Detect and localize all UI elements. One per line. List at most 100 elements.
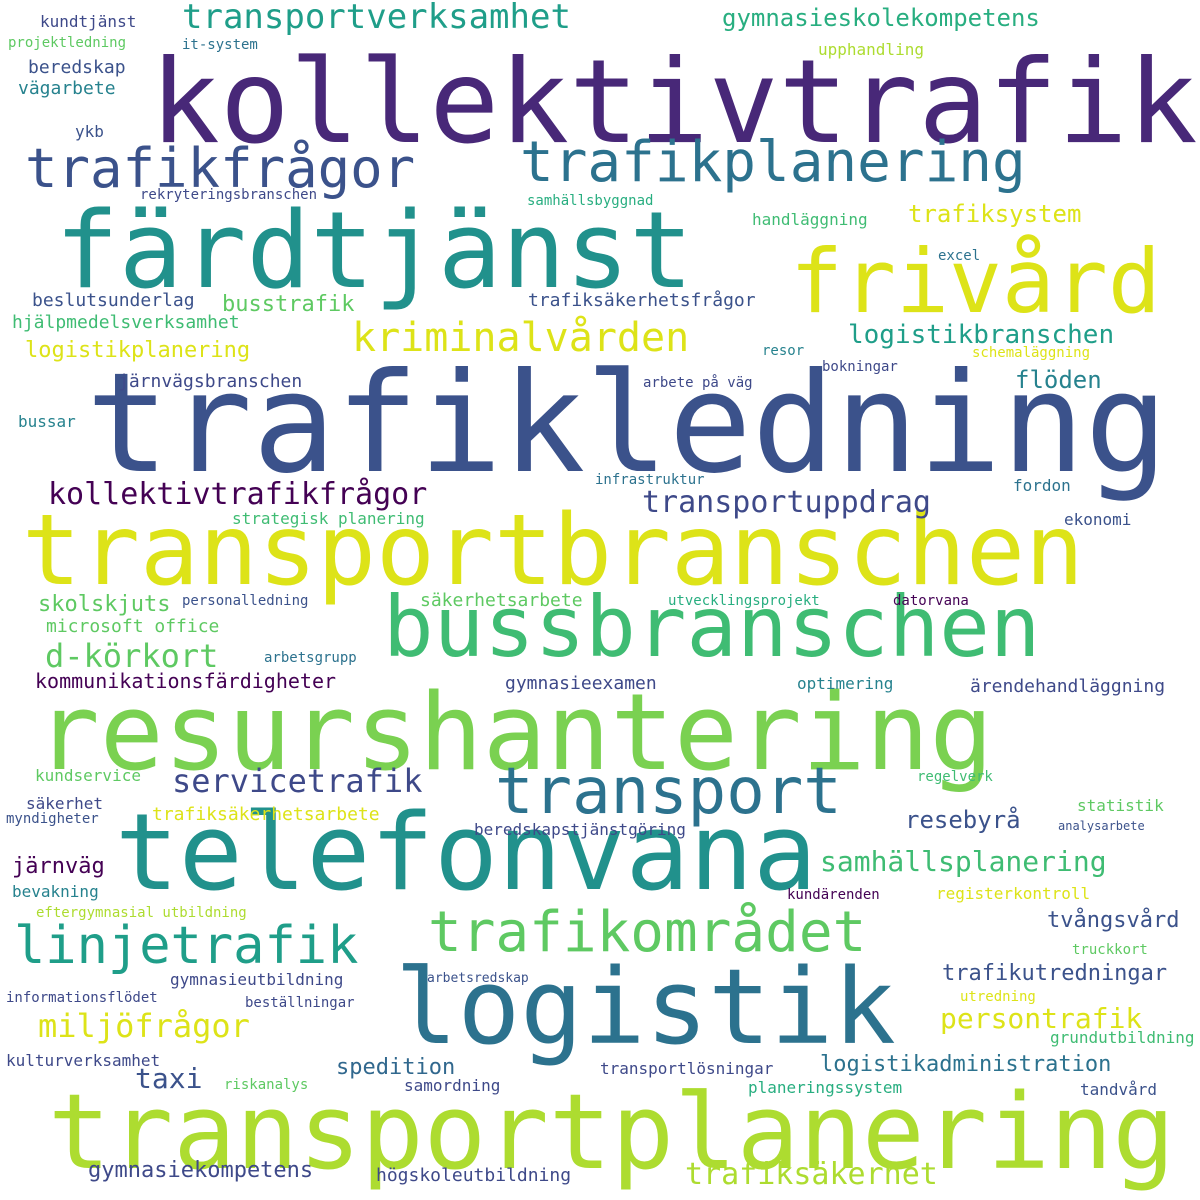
word: registerkontroll — [936, 884, 1091, 903]
word: trafiksystem — [908, 200, 1082, 228]
word: järnvägsbranschen — [118, 371, 303, 392]
word: transportlösningar — [600, 1059, 774, 1078]
word: excel — [938, 248, 981, 264]
word: upphandling — [818, 40, 924, 59]
word: kundservice — [35, 766, 141, 785]
word: samhällsplanering — [820, 845, 1107, 878]
word: transportbranschen — [22, 494, 1085, 608]
word: tvångsvård — [1047, 908, 1180, 933]
word: servicetrafik — [172, 762, 423, 800]
word: bokningar — [822, 359, 898, 375]
word: d-körkort — [45, 637, 219, 675]
word: gymnasiekompetens — [88, 1158, 314, 1183]
word: bussar — [18, 412, 76, 431]
word: transportuppdrag — [642, 485, 931, 520]
word: microsoft office — [46, 616, 220, 637]
word: logistikadministration — [820, 1052, 1112, 1077]
word: skolskjuts — [38, 592, 171, 617]
word: samhällsbyggnad — [527, 193, 654, 209]
word: järnväg — [12, 854, 105, 879]
word: truckkort — [1072, 942, 1148, 958]
word: schemaläggning — [972, 345, 1091, 361]
word: statistik — [1077, 796, 1164, 815]
word: telefonvana — [115, 791, 817, 914]
word: beredskap — [28, 57, 126, 78]
word: handläggning — [752, 210, 868, 229]
word: trafiksäkerhet — [685, 1157, 938, 1192]
word: riskanalys — [224, 1077, 309, 1093]
word: strategisk planering — [232, 509, 425, 528]
word: kriminalvården — [352, 315, 690, 361]
word: kundtjänst — [40, 12, 137, 31]
word: informationsflödet — [6, 990, 158, 1006]
word: logistikplanering — [25, 338, 251, 363]
word: resurshantering — [36, 671, 994, 794]
word: rekryteringsbranschen — [140, 187, 318, 203]
word: ekonomi — [1064, 510, 1132, 529]
word: kollektivtrafik — [150, 35, 1198, 170]
word: busstrafik — [222, 292, 355, 317]
word: regelverk — [917, 769, 993, 785]
word: logistikbranschen — [848, 320, 1115, 350]
word: datorvana — [893, 593, 969, 609]
word: trafikplanering — [520, 130, 1026, 195]
word: trafiksäkerhetsarbete — [152, 804, 380, 825]
word: personalledning — [182, 593, 309, 609]
word: resebyrå — [905, 806, 1021, 834]
word: linjetrafik — [14, 916, 359, 976]
word: utredning — [960, 989, 1036, 1005]
word: taxi — [135, 1062, 203, 1095]
word: gymnasieexamen — [505, 673, 657, 694]
word: tandvård — [1080, 1080, 1158, 1099]
word: hjälpmedelsverksamhet — [12, 312, 240, 333]
word: beslutsunderlag — [32, 290, 195, 311]
word: kulturverksamhet — [6, 1051, 161, 1070]
word: kollektivtrafikfrågor — [48, 477, 428, 512]
word: beredskapstjänstgöring — [474, 820, 686, 839]
word: analysarbete — [1058, 819, 1145, 833]
word: optimering — [797, 674, 894, 693]
word: bussbranschen — [383, 578, 1041, 676]
word: transportplanering — [48, 1071, 1176, 1193]
word: trafikutredningar — [942, 961, 1168, 986]
word: gymnasieutbildning — [170, 970, 344, 989]
word: ärendehandläggning — [970, 676, 1166, 697]
word: arbetsredskap — [427, 971, 529, 986]
word: bevakning — [12, 882, 99, 901]
word: eftergymnasial utbildning — [36, 905, 247, 921]
word: kommunikationsfärdigheter — [35, 669, 337, 693]
word: trafiksäkerhetsfrågor — [528, 290, 756, 311]
word: kundärenden — [787, 887, 880, 903]
word: ykb — [75, 122, 104, 141]
word: färdtjänst — [55, 189, 694, 312]
word: infrastruktur — [595, 472, 705, 488]
word: transport — [495, 755, 842, 829]
word: trafikområdet — [428, 900, 867, 965]
word: transportverksamhet — [182, 0, 571, 37]
word: persontrafik — [940, 1002, 1143, 1035]
word: grundutbildning — [1050, 1028, 1195, 1047]
word: myndigheter — [6, 811, 99, 827]
word: it-system — [182, 37, 258, 53]
word: vägarbete — [18, 78, 116, 99]
word: arbetsgrupp — [264, 650, 357, 666]
word: säkerhet — [26, 794, 104, 813]
word: trafikfrågor — [25, 137, 416, 200]
word: trafikledning — [86, 343, 1168, 504]
word: projektledning — [8, 35, 127, 51]
word: gymnasieskolekompetens — [722, 4, 1040, 32]
word: frivård — [790, 230, 1161, 333]
word: utvecklingsprojekt — [668, 593, 820, 609]
word: flöden — [1015, 366, 1102, 394]
word: logistik — [395, 946, 896, 1068]
word: arbete på väg — [643, 375, 753, 391]
word: resor — [762, 343, 805, 359]
word: miljöfrågor — [38, 1007, 250, 1045]
word: samordning — [404, 1076, 501, 1095]
word: högskoleutbildning — [376, 1165, 572, 1186]
word: spedition — [336, 1055, 456, 1080]
word: planeringssystem — [748, 1078, 903, 1097]
word: fordon — [1013, 476, 1071, 495]
word: beställningar — [245, 995, 355, 1011]
